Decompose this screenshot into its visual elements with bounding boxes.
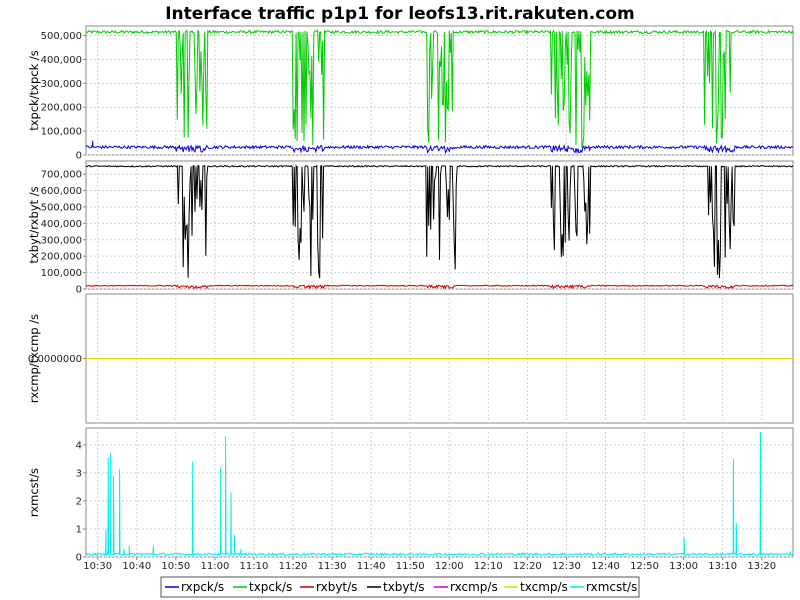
y-tick-label: 400,000 xyxy=(41,219,82,230)
y-tick-label: 0 xyxy=(76,553,82,564)
chart-panel: 0 100,000 200,000 300,000 400,000 500,000txpc… xyxy=(27,25,794,162)
y-tick-label: 200,000 xyxy=(41,252,82,263)
x-tick-label: 10:50 xyxy=(161,561,190,572)
legend-item: txbyt/s xyxy=(383,580,425,594)
x-tick-label: 12:20 xyxy=(513,561,542,572)
x-tick-label: 11:30 xyxy=(318,561,347,572)
y-tick-label: 0 xyxy=(76,285,82,296)
x-tick-label: 11:10 xyxy=(240,561,269,572)
y-tick-label: 200,000 xyxy=(41,103,82,114)
x-tick-label: 13:10 xyxy=(708,561,737,572)
legend-item: txcmp/s xyxy=(520,580,568,594)
y-axis-label: txbyt/rxbyt /s xyxy=(27,186,41,263)
x-tick-label: 12:30 xyxy=(552,561,581,572)
legend-item: txpck/s xyxy=(249,580,292,594)
y-axis-label: rxmcst/s xyxy=(27,468,41,517)
legend: rxpck/s txpck/s rxbyt/s txbyt/s rxcmp/s txcmp… xyxy=(160,576,640,598)
x-tick-label: 12:00 xyxy=(435,561,464,572)
plot-area xyxy=(85,427,794,558)
y-tick-label: 0.0000000 xyxy=(28,354,82,365)
legend-box xyxy=(160,576,640,598)
y-tick-label: 700,000 xyxy=(41,170,82,181)
y-tick-label: 500,000 xyxy=(41,202,82,213)
x-tick-label: 11:20 xyxy=(279,561,308,572)
x-tick-label: 12:50 xyxy=(630,561,659,572)
y-tick-label: 100,000 xyxy=(41,127,82,138)
legend-item: rxmcst/s xyxy=(586,580,637,594)
y-tick-label: 300,000 xyxy=(41,235,82,246)
chart-title: Interface traffic p1p1 for leofs13.rit.r… xyxy=(165,4,635,24)
y-tick-label: 3 xyxy=(76,468,82,479)
y-tick-label: 1 xyxy=(76,524,82,535)
y-tick-label: 300,000 xyxy=(41,79,82,90)
legend-item: rxbyt/s xyxy=(316,580,357,594)
y-axis-label: txpck/txpck /s xyxy=(27,50,41,131)
series-line-rxpck xyxy=(86,140,793,155)
x-tick-label: 12:40 xyxy=(591,561,620,572)
legend-item: rxcmp/s xyxy=(450,580,498,594)
x-tick-label: 12:10 xyxy=(474,561,503,572)
x-tick-label: 11:40 xyxy=(357,561,386,572)
y-tick-label: 2 xyxy=(76,496,82,507)
y-axis-label: rxcmp/txcmp /s xyxy=(27,314,41,403)
x-tick-label: 10:40 xyxy=(122,561,151,572)
x-tick-label: 10:30 xyxy=(83,561,112,572)
y-tick-label: 500,000 xyxy=(41,31,82,42)
series-line-txbyt xyxy=(86,164,793,279)
legend-item: rxpck/s xyxy=(181,580,224,594)
y-tick-label: 4 xyxy=(76,440,82,451)
y-tick-label: 600,000 xyxy=(41,186,82,197)
y-tick-label: 100,000 xyxy=(41,268,82,279)
chart-panel: 0 1 2 3 4 rxmcst/s xyxy=(27,427,794,564)
y-tick-label: 0 xyxy=(76,151,82,162)
x-tick-label: 11:00 xyxy=(200,561,229,572)
y-tick-label: 400,000 xyxy=(41,55,82,66)
x-tick-label: 11:50 xyxy=(396,561,425,572)
series-line-rxbyt xyxy=(86,283,793,289)
x-tick-label: 13:20 xyxy=(747,561,776,572)
chart-panel: 0 100,000 200,000 300,000 400,000 500,000 600,… xyxy=(27,160,794,296)
series-line-txpck xyxy=(86,29,793,148)
x-tick-label: 13:00 xyxy=(669,561,698,572)
series-line-rxmcst xyxy=(86,432,793,557)
